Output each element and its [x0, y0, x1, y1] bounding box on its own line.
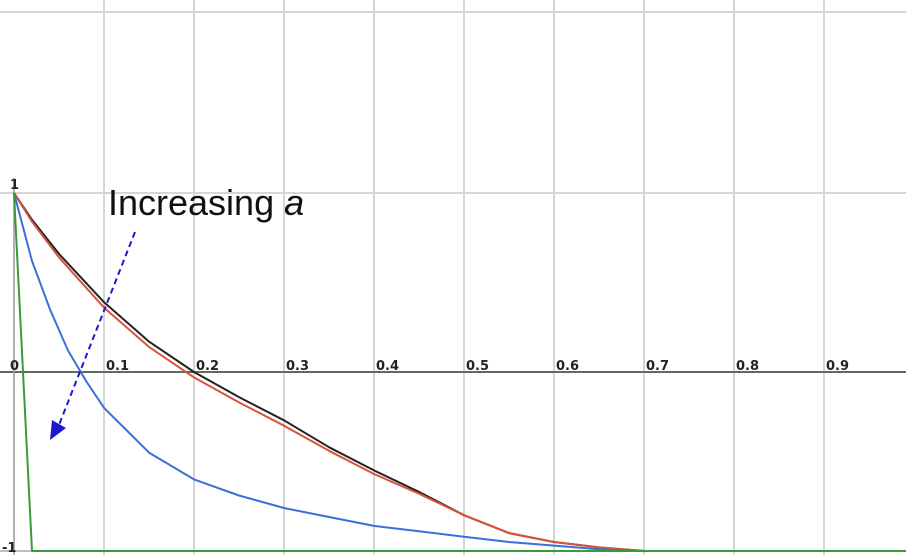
x-tick-label: 0.3 — [286, 359, 309, 374]
x-tick-label: 0.1 — [106, 359, 129, 374]
y-tick-label: -1 — [2, 541, 16, 555]
axes — [0, 178, 906, 555]
x-tick-label: 0.2 — [196, 359, 219, 374]
y-tick-label: 1 — [10, 178, 19, 193]
series-group — [13, 192, 906, 552]
x-tick-label: 0.7 — [646, 359, 669, 374]
annotation-arrow — [56, 231, 136, 431]
series-line-4 — [13, 192, 906, 552]
tick-labels: 0 0.1 0.2 0.3 0.4 0.5 0.6 0.7 0.8 0.9 1 -1 — [2, 178, 849, 555]
annotation-label: Increasing a — [108, 182, 304, 223]
x-tick-label: 0.9 — [826, 359, 849, 374]
annotation: Increasing a — [50, 182, 304, 440]
x-tick-label: 0.6 — [556, 359, 579, 374]
x-tick-label: 0.8 — [736, 359, 759, 374]
annotation-arrowhead — [50, 420, 66, 440]
x-tick-label: 0.4 — [376, 359, 399, 374]
x-tick-label: 0.5 — [466, 359, 489, 374]
x-tick-label: 0 — [10, 359, 19, 374]
